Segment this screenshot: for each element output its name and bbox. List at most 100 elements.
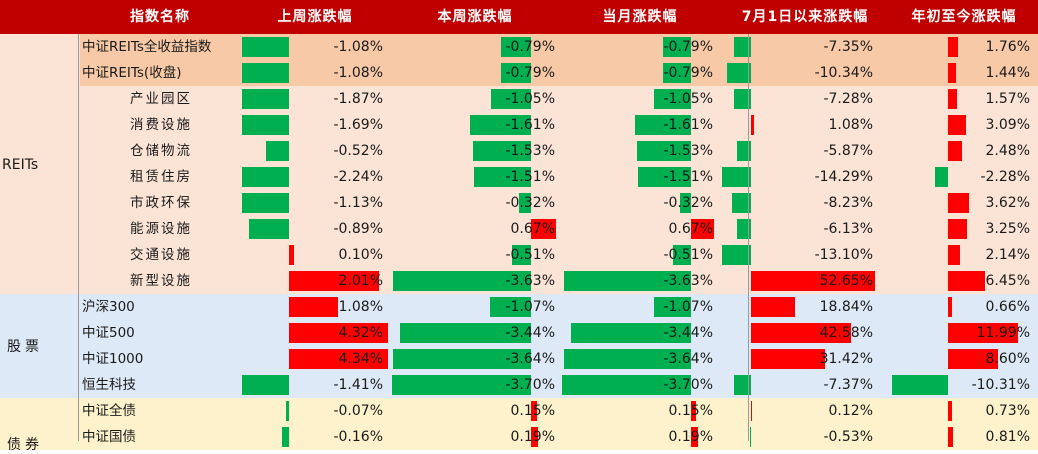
value-text: -0.79% bbox=[663, 39, 713, 55]
index-name: 仓储物流 bbox=[130, 143, 192, 159]
header-since-jul1: 7月1日以来涨跌幅 bbox=[741, 9, 869, 25]
value-text: -3.64% bbox=[663, 351, 713, 367]
value-bar bbox=[289, 323, 388, 343]
value-text: -2.24% bbox=[333, 169, 383, 185]
value-text: -7.37% bbox=[823, 377, 873, 393]
value-text: -3.70% bbox=[663, 377, 713, 393]
value-bar bbox=[490, 297, 531, 317]
value-text: 0.10% bbox=[338, 247, 383, 263]
value-bar bbox=[737, 141, 751, 161]
highlight-row-bg bbox=[80, 60, 1038, 86]
value-bar bbox=[654, 89, 691, 109]
header-ytd: 年初至今涨跌幅 bbox=[911, 9, 1017, 25]
value-text: 1.08% bbox=[338, 299, 383, 315]
value-bar bbox=[751, 401, 752, 421]
value-bar bbox=[948, 297, 952, 317]
value-bar bbox=[248, 219, 289, 239]
value-text: -0.07% bbox=[333, 403, 383, 419]
value-text: -1.05% bbox=[505, 91, 555, 107]
value-text: 2.48% bbox=[985, 143, 1030, 159]
value-text: -1.87% bbox=[333, 91, 383, 107]
value-bar bbox=[638, 167, 691, 187]
index-name: 中证REITs全收益指数 bbox=[82, 39, 212, 55]
value-bar bbox=[948, 141, 963, 161]
table-row: 仓储物流 -0.52% -1.53% -1.53% -5.87% 2.48% bbox=[0, 138, 1038, 164]
value-text: 11.99% bbox=[976, 325, 1030, 341]
index-name: 租赁住房 bbox=[130, 169, 192, 185]
index-name: 中证500 bbox=[82, 325, 135, 341]
index-name: 消费设施 bbox=[130, 117, 192, 133]
value-bar bbox=[393, 271, 531, 291]
value-bar bbox=[289, 271, 380, 291]
value-text: -14.29% bbox=[814, 169, 873, 185]
index-name: 能源设施 bbox=[130, 221, 192, 237]
value-bar bbox=[691, 427, 698, 447]
value-bar bbox=[948, 271, 986, 291]
table-row: 中证国债 -0.16% 0.19% 0.19% -0.53% 0.81% bbox=[0, 424, 1038, 450]
value-text: -13.10% bbox=[814, 247, 873, 263]
value-bar bbox=[722, 167, 751, 187]
value-text: -3.70% bbox=[505, 377, 555, 393]
value-text: -1.41% bbox=[333, 377, 383, 393]
value-text: -8.23% bbox=[823, 195, 873, 211]
value-text: -0.89% bbox=[333, 221, 383, 237]
value-bar bbox=[473, 167, 531, 187]
value-text: -7.28% bbox=[823, 91, 873, 107]
value-bar bbox=[948, 245, 961, 265]
value-bar bbox=[722, 245, 751, 265]
value-text: 0.67% bbox=[510, 221, 555, 237]
header-monthly: 当月涨跌幅 bbox=[602, 9, 678, 25]
value-bar bbox=[751, 115, 754, 135]
value-bar bbox=[948, 115, 966, 135]
value-text: -1.51% bbox=[505, 169, 555, 185]
value-bar bbox=[392, 375, 531, 395]
value-bar bbox=[733, 89, 751, 109]
value-text: -0.52% bbox=[333, 143, 383, 159]
column-divider bbox=[748, 34, 749, 441]
table-row: 消费设施 -1.69% -1.61% -1.61% 1.08% 3.09% bbox=[0, 112, 1038, 138]
table-row: 恒生科技 -1.41% -3.70% -3.70% -7.37% -10.31% bbox=[0, 372, 1038, 398]
value-bar bbox=[469, 115, 531, 135]
value-bar bbox=[518, 193, 531, 213]
value-bar bbox=[400, 323, 531, 343]
value-text: 4.34% bbox=[338, 351, 383, 367]
value-bar bbox=[733, 37, 751, 57]
value-text: -1.69% bbox=[333, 117, 383, 133]
value-bar bbox=[491, 89, 531, 109]
value-bar bbox=[242, 63, 289, 83]
value-bar bbox=[500, 37, 531, 57]
value-bar bbox=[948, 193, 969, 213]
value-bar bbox=[948, 349, 998, 369]
value-bar bbox=[289, 245, 294, 265]
value-bar bbox=[637, 141, 691, 161]
value-text: 42.58% bbox=[819, 325, 873, 341]
value-text: 18.84% bbox=[819, 299, 873, 315]
value-text: -1.08% bbox=[333, 39, 383, 55]
value-bar bbox=[663, 63, 691, 83]
value-bar bbox=[281, 427, 289, 447]
value-text: 2.14% bbox=[985, 247, 1030, 263]
value-text: -7.35% bbox=[823, 39, 873, 55]
value-bar bbox=[531, 401, 537, 421]
index-name: 沪深300 bbox=[82, 299, 135, 315]
index-name: 中证国债 bbox=[82, 429, 136, 445]
value-text: -3.44% bbox=[505, 325, 555, 341]
value-text: 3.62% bbox=[985, 195, 1030, 211]
value-text: 0.67% bbox=[668, 221, 713, 237]
value-text: -1.53% bbox=[505, 143, 555, 159]
value-text: 0.15% bbox=[668, 403, 713, 419]
value-text: 31.42% bbox=[819, 351, 873, 367]
value-bar bbox=[948, 37, 959, 57]
value-bar bbox=[500, 63, 531, 83]
value-text: -0.51% bbox=[663, 247, 713, 263]
value-text: -1.05% bbox=[663, 91, 713, 107]
table-row: 中证1000 4.34% -3.64% -3.64% 31.42% 8.60% bbox=[0, 346, 1038, 372]
value-bar bbox=[634, 115, 691, 135]
index-name: 恒生科技 bbox=[82, 377, 136, 393]
value-bar bbox=[673, 245, 691, 265]
value-text: 1.44% bbox=[985, 65, 1030, 81]
header-weekly: 本周涨跌幅 bbox=[437, 9, 513, 25]
value-text: -1.07% bbox=[663, 299, 713, 315]
value-bar bbox=[679, 193, 691, 213]
